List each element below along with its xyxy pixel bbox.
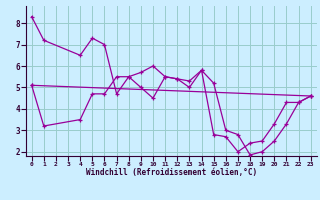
X-axis label: Windchill (Refroidissement éolien,°C): Windchill (Refroidissement éolien,°C) (86, 168, 257, 177)
